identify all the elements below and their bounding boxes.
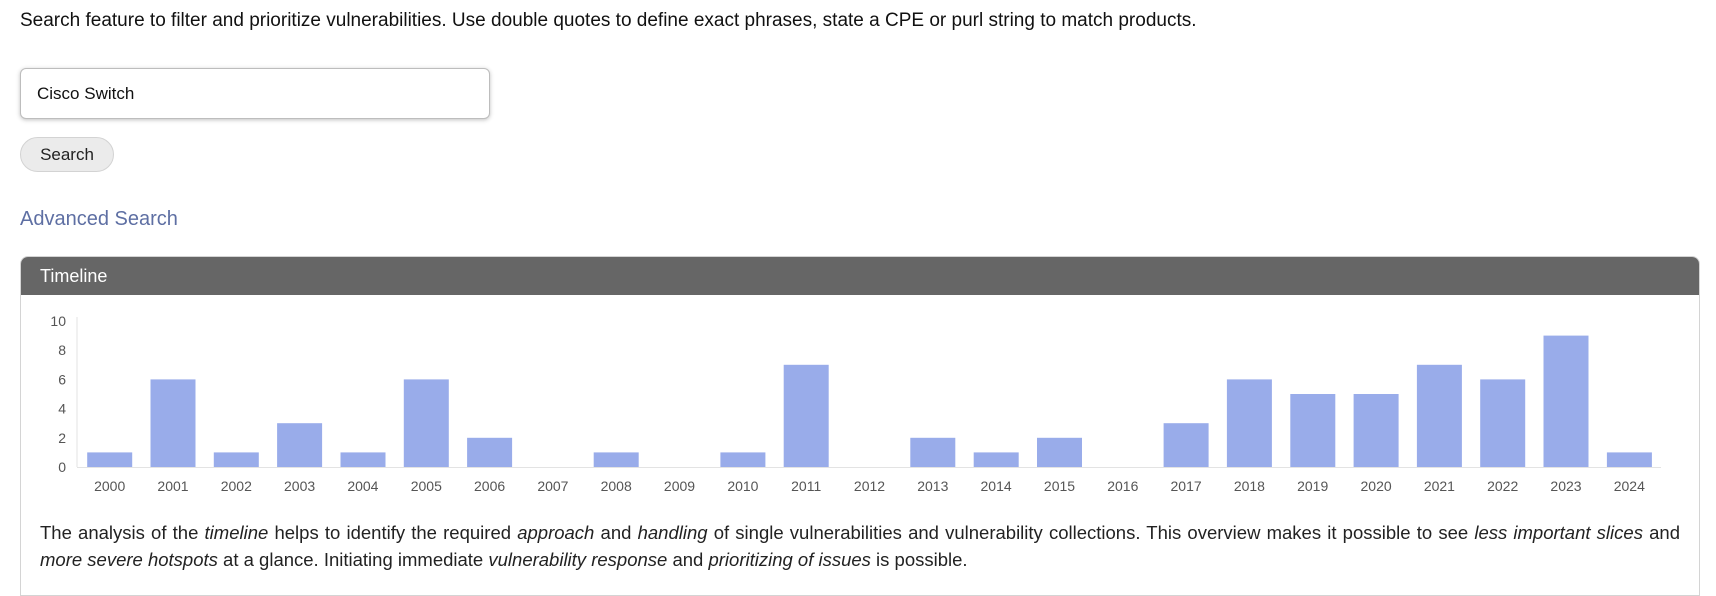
- analysis-emphasis: vulnerability response: [488, 549, 668, 570]
- bar-2018[interactable]: [1226, 379, 1272, 467]
- y-tick-label: 2: [58, 430, 66, 446]
- bar-2010[interactable]: [720, 452, 766, 467]
- x-tick-label: 2000: [94, 478, 125, 494]
- bar-2019[interactable]: [1290, 394, 1336, 467]
- x-tick-label: 2001: [157, 478, 188, 494]
- bar-2021[interactable]: [1416, 364, 1462, 467]
- x-tick-label: 2019: [1297, 478, 1328, 494]
- x-tick-label: 2008: [601, 478, 632, 494]
- x-tick-label: 2010: [727, 478, 758, 494]
- analysis-text: and: [594, 522, 638, 543]
- x-tick-label: 2022: [1487, 478, 1518, 494]
- bar-2006[interactable]: [467, 437, 513, 467]
- analysis-text: helps to identify the required: [268, 522, 518, 543]
- x-axis: 2000 2001 2002 2003 2004 2005 2006 2007 2008 2009…: [77, 467, 1661, 494]
- y-tick-label: 0: [58, 459, 66, 475]
- bar-2002[interactable]: [213, 452, 259, 467]
- analysis-emphasis: timeline: [204, 522, 269, 543]
- y-tick-label: 6: [58, 371, 66, 387]
- x-tick-label: 2024: [1614, 478, 1645, 494]
- bar-series: [87, 335, 1652, 467]
- analysis-emphasis: less important slices: [1474, 522, 1643, 543]
- x-tick-label: 2004: [347, 478, 378, 494]
- x-tick-label: 2009: [664, 478, 695, 494]
- x-tick-label: 2013: [917, 478, 948, 494]
- x-tick-label: 2011: [791, 478, 821, 494]
- bar-2023[interactable]: [1543, 335, 1589, 467]
- analysis-text: of single vulnerabilities and vulnerabil…: [707, 522, 1475, 543]
- y-tick-label: 10: [50, 313, 66, 329]
- y-tick-label: 8: [58, 342, 66, 358]
- analysis-emphasis: approach: [517, 522, 595, 543]
- y-tick-label: 4: [58, 401, 66, 417]
- analysis-emphasis: prioritizing of issues: [708, 549, 871, 570]
- x-tick-label: 2018: [1234, 478, 1265, 494]
- x-tick-label: 2016: [1107, 478, 1138, 494]
- bar-2017[interactable]: [1163, 423, 1209, 467]
- bar-2000[interactable]: [87, 452, 133, 467]
- analysis-text: at a glance. Initiating immediate: [217, 549, 489, 570]
- timeline-panel: Timeline 0 2 4 6 8 10 2000 2001 2002 2003 2004 200…: [20, 256, 1700, 596]
- timeline-header: Timeline: [21, 257, 1699, 295]
- x-tick-label: 2020: [1361, 478, 1392, 494]
- bar-2001[interactable]: [150, 379, 196, 467]
- x-tick-label: 2021: [1424, 478, 1455, 494]
- x-tick-label: 2017: [1171, 478, 1202, 494]
- search-description: Search feature to filter and prioritize …: [20, 10, 1197, 31]
- analysis-text: and: [667, 549, 709, 570]
- analysis-text: is possible.: [870, 549, 968, 570]
- bar-2003[interactable]: [277, 423, 323, 467]
- x-tick-label: 2005: [411, 478, 442, 494]
- bar-2013[interactable]: [910, 437, 956, 467]
- bar-2014[interactable]: [973, 452, 1019, 467]
- y-axis: 0 2 4 6 8 10: [50, 313, 78, 475]
- bar-2022[interactable]: [1480, 379, 1526, 467]
- x-tick-label: 2023: [1550, 478, 1581, 494]
- x-tick-label: 2014: [981, 478, 1012, 494]
- bar-2011[interactable]: [783, 364, 829, 467]
- bar-2024[interactable]: [1606, 452, 1652, 467]
- analysis-emphasis: handling: [637, 522, 708, 543]
- x-tick-label: 2012: [854, 478, 885, 494]
- advanced-search-link[interactable]: Advanced Search: [20, 208, 178, 230]
- bar-2005[interactable]: [403, 379, 449, 467]
- x-tick-label: 2006: [474, 478, 505, 494]
- x-tick-label: 2007: [537, 478, 568, 494]
- x-tick-label: 2015: [1044, 478, 1075, 494]
- x-tick-label: 2003: [284, 478, 315, 494]
- timeline-analysis: The analysis of the timeline helps to id…: [40, 519, 1680, 573]
- search-button[interactable]: Search: [20, 137, 114, 172]
- bar-2004[interactable]: [340, 452, 386, 467]
- search-input[interactable]: [20, 68, 490, 119]
- bar-2020[interactable]: [1353, 394, 1399, 467]
- x-tick-label: 2002: [221, 478, 252, 494]
- bar-2008[interactable]: [593, 452, 639, 467]
- analysis-text: The analysis of the: [40, 522, 205, 543]
- timeline-chart: 0 2 4 6 8 10 2000 2001 2002 2003 2004 2005 2006 2007…: [50, 313, 1661, 494]
- analysis-emphasis: more severe hotspots: [40, 549, 218, 570]
- analysis-text: and: [1642, 522, 1680, 543]
- bar-2015[interactable]: [1037, 437, 1082, 467]
